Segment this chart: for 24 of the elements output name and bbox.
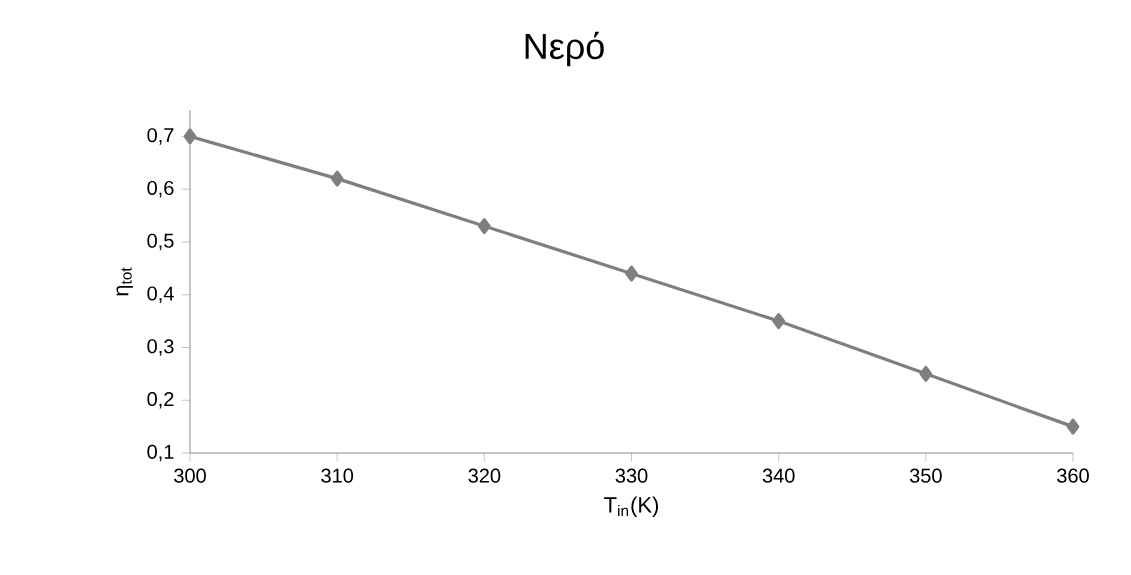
y-tick-label: 0,5 [147, 233, 174, 251]
y-tick-label: 0,1 [147, 444, 174, 462]
y-tick-label: 0,3 [147, 339, 174, 356]
y-tick-label: 0,7 [147, 128, 174, 145]
x-tick-label: 310 [321, 468, 354, 483]
x-tick-label: 300 [174, 468, 206, 483]
y-tick-label: 0,2 [147, 391, 174, 409]
y-tick-label: 0,4 [147, 286, 174, 303]
x-tick-label: 350 [909, 468, 942, 483]
x-tick-label: 360 [1057, 468, 1089, 483]
y-axis-title: η$_{tot}$ [116, 267, 133, 296]
y-tick-label: 0,6 [147, 180, 174, 198]
x-tick-label: 320 [468, 468, 501, 483]
point [1066, 418, 1080, 435]
point [330, 170, 344, 187]
x-tick-label: 330 [615, 468, 648, 483]
point [477, 218, 491, 235]
point [919, 365, 933, 382]
point [772, 313, 786, 330]
x-axis-title: T$_{in}$(K) [604, 496, 659, 517]
point [183, 128, 197, 145]
point [625, 265, 638, 282]
chart-title: Νερό [525, 31, 604, 67]
x-tick-label: 340 [762, 468, 795, 483]
